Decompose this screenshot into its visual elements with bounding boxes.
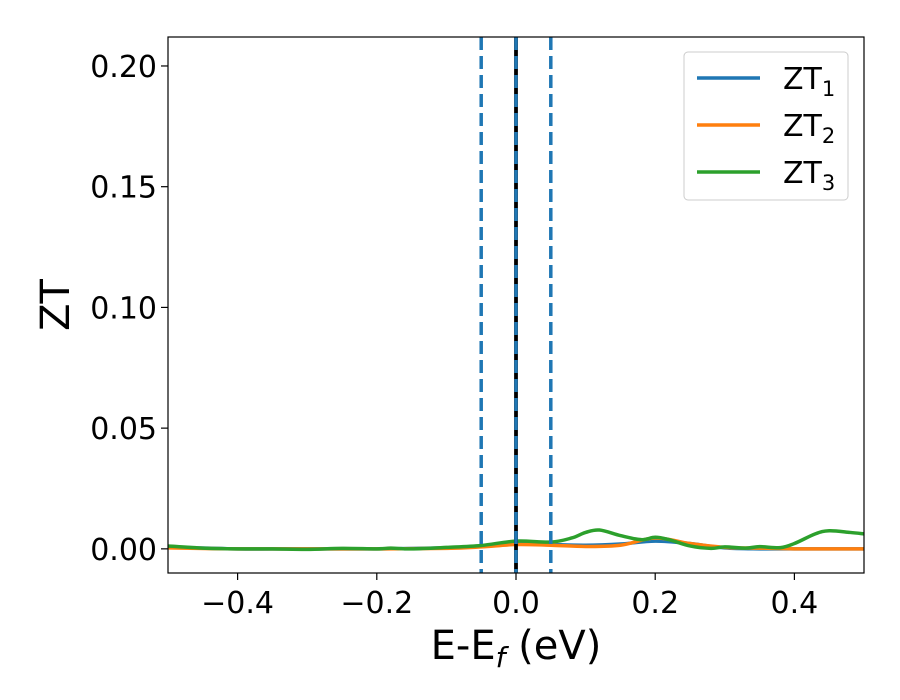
- x-tick-label: 0.4: [771, 586, 819, 621]
- legend-box: [683, 51, 849, 201]
- y-axis: 0.00 0.05 0.10 0.15 0.20: [90, 50, 168, 568]
- y-tick-label: 0.20: [90, 50, 157, 85]
- x-axis: −0.4 −0.2 0.0 0.2 0.4: [201, 573, 818, 621]
- y-axis-label: ZT: [33, 279, 79, 331]
- legend-label-zt2: ZT2: [783, 109, 835, 148]
- plot-data-layer: [168, 37, 864, 573]
- x-tick-label: 0.2: [631, 586, 679, 621]
- y-tick-label: 0.05: [90, 412, 157, 447]
- series-line-zt3: [168, 528, 864, 552]
- y-tick-label: 0.00: [90, 533, 157, 568]
- x-axis-label-unit: (eV): [505, 623, 601, 669]
- legend: ZT1 ZT2 ZT3: [683, 51, 849, 201]
- x-tick-label: −0.2: [340, 586, 413, 621]
- y-tick-label: 0.15: [90, 171, 157, 206]
- x-tick-label: 0.0: [492, 586, 540, 621]
- x-tick-label: −0.4: [201, 586, 274, 621]
- legend-label-zt1: ZT1: [783, 62, 835, 101]
- y-tick-label: 0.10: [90, 291, 157, 326]
- legend-label-zt3: ZT3: [783, 156, 835, 195]
- x-axis-label: E-Ef (eV): [431, 623, 602, 674]
